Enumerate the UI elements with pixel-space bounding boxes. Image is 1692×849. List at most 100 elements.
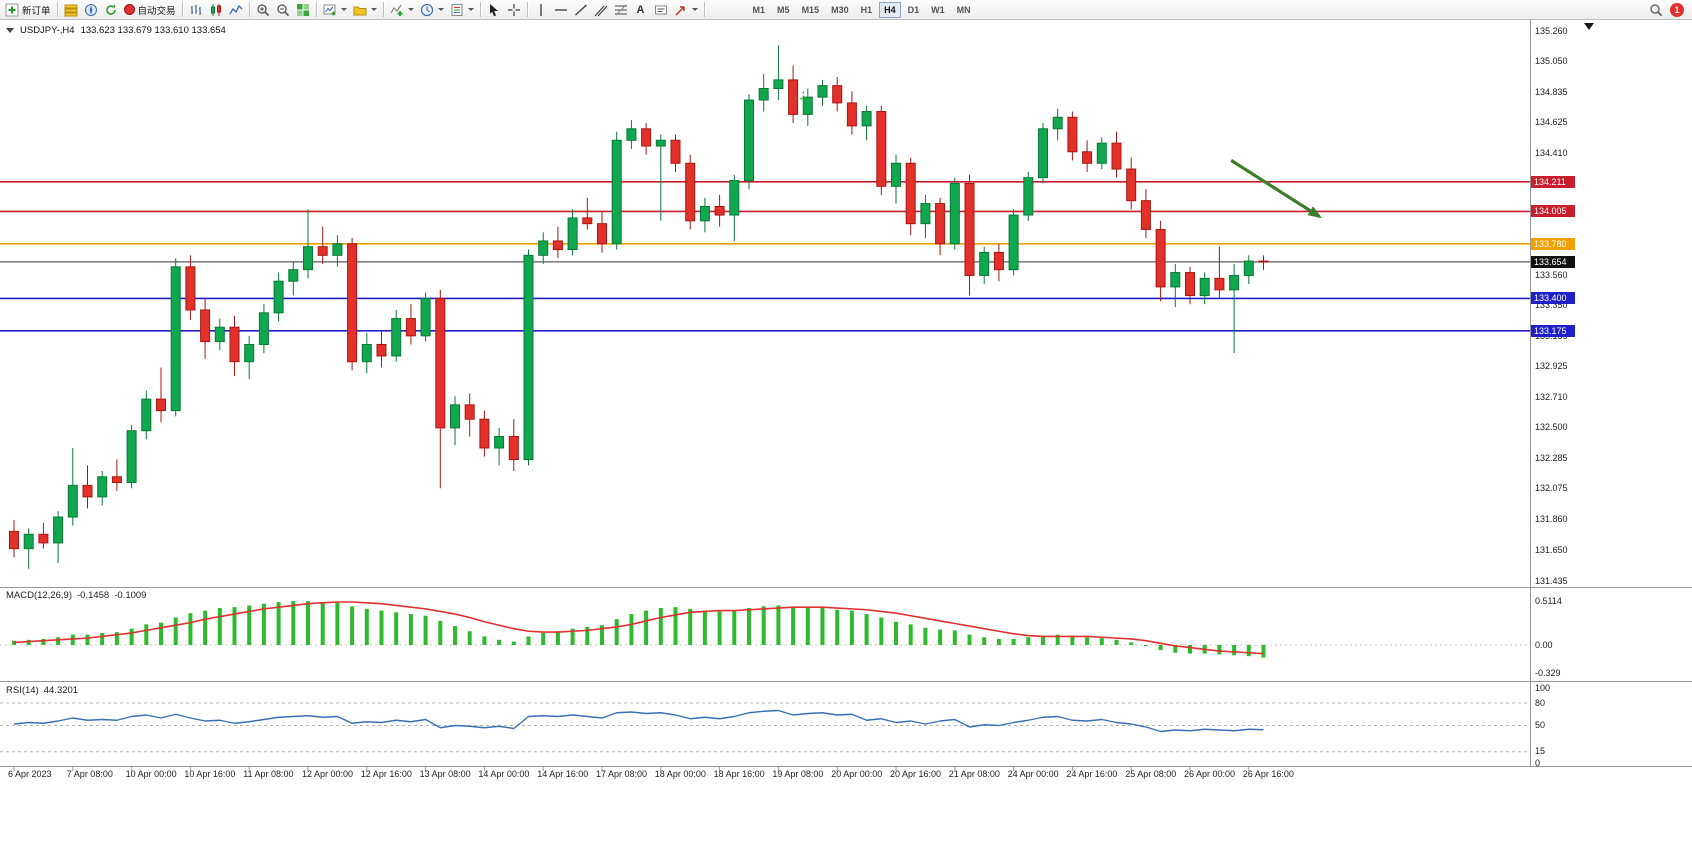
- price-tick-label: 134.835: [1535, 86, 1568, 97]
- price-badge-133.400: 133.400: [1531, 292, 1575, 305]
- chevron-down-icon: [691, 8, 698, 11]
- line-chart-icon: [228, 4, 243, 14]
- timeframe-w1[interactable]: W1: [926, 2, 950, 18]
- zoom-in-button[interactable]: [253, 1, 273, 19]
- rsi-tick-label: 50: [1535, 720, 1546, 730]
- trend-arrow[interactable]: [1230, 159, 1322, 219]
- rsi-tick-label: 15: [1535, 746, 1546, 757]
- toolbar-separator: [56, 2, 58, 17]
- timeframe-m30[interactable]: M30: [826, 2, 854, 18]
- rsi-indicator: [0, 702, 1530, 753]
- time-axis-label: 21 Apr 08:00: [948, 769, 1000, 779]
- profiles-icon: [353, 6, 367, 15]
- notification-badge[interactable]: 1: [1670, 2, 1684, 17]
- tile-windows-button[interactable]: [293, 1, 313, 19]
- autotrading-status-icon: [123, 4, 135, 15]
- arrows-tool[interactable]: [671, 1, 701, 19]
- price-tick-label: 132.285: [1535, 453, 1568, 464]
- periods-button[interactable]: [417, 1, 447, 19]
- text-label-tool[interactable]: [651, 1, 671, 19]
- macd-header: MACD(12,26,9) -0.1458 -0.1009: [6, 590, 146, 601]
- time-axis-label: 26 Apr 16:00: [1242, 769, 1294, 779]
- profiles-button[interactable]: [350, 1, 380, 19]
- new-order-label: 新订单: [22, 5, 51, 17]
- rsi-tick-label: 0: [1535, 757, 1541, 768]
- chart-shift-marker[interactable]: [1584, 23, 1594, 30]
- toolbar-separator: [703, 2, 705, 17]
- templates-icon: [451, 3, 463, 16]
- navigator-icon: [84, 3, 97, 16]
- timeframe-d1[interactable]: D1: [903, 2, 925, 18]
- candlestick-chart-button[interactable]: [206, 1, 226, 19]
- chart-symbol-period: USDJPY-,H4: [20, 25, 75, 36]
- crosshair-icon: [507, 3, 520, 16]
- vertical-line-tool[interactable]: [531, 1, 551, 19]
- rsi-tick-label: 100: [1535, 682, 1551, 693]
- price-badge-133.780: 133.780: [1531, 237, 1575, 250]
- candlestick-chart-icon: [210, 3, 221, 16]
- trendline-tool[interactable]: [571, 1, 591, 19]
- price-tick-label: 133.350: [1535, 300, 1568, 311]
- price-tick-label: 135.050: [1535, 55, 1568, 66]
- line-chart-button[interactable]: [226, 1, 246, 19]
- crosshair-button[interactable]: [504, 1, 524, 19]
- chevron-down-icon: [370, 8, 377, 11]
- text-tool[interactable]: A: [631, 1, 651, 19]
- time-axis-label: 12 Apr 16:00: [360, 769, 412, 779]
- time-axis-label: 17 Apr 08:00: [596, 769, 648, 779]
- tile-windows-icon: [296, 3, 309, 16]
- collapse-chart-icon[interactable]: [6, 28, 14, 33]
- toolbar: 新订单 自动交易: [0, 0, 1692, 20]
- templates-button[interactable]: [447, 1, 477, 19]
- refresh-button[interactable]: [101, 1, 121, 19]
- bar-chart-button[interactable]: [186, 1, 206, 19]
- price-tick-label: 131.860: [1535, 514, 1568, 525]
- time-axis-label: 7 Apr 08:00: [66, 769, 113, 779]
- zoom-out-button[interactable]: [273, 1, 293, 19]
- channel-tool[interactable]: [591, 1, 611, 19]
- toolbar-separator: [479, 2, 481, 17]
- horizontal-line-tool[interactable]: [551, 1, 571, 19]
- toolbar-separator: [315, 2, 317, 17]
- new-order-button[interactable]: 新订单: [2, 1, 54, 19]
- macd-indicator: [0, 601, 1530, 658]
- timeframe-m1[interactable]: M1: [748, 2, 771, 18]
- timeframe-h4[interactable]: H4: [879, 1, 901, 18]
- timeframe-mn[interactable]: MN: [952, 2, 976, 18]
- timeframe-m15[interactable]: M15: [797, 2, 825, 18]
- time-axis-label: 25 Apr 08:00: [1125, 769, 1177, 779]
- navigator-button[interactable]: [81, 1, 101, 19]
- timeframe-m5[interactable]: M5: [772, 2, 795, 18]
- autotrading-button[interactable]: 自动交易: [121, 1, 179, 19]
- time-axis-label: 12 Apr 00:00: [302, 769, 354, 779]
- time-axis-label: 20 Apr 00:00: [831, 769, 883, 779]
- indicators-button[interactable]: [387, 1, 417, 19]
- macd-label: MACD(12,26,9): [6, 590, 72, 601]
- cursor-button[interactable]: [484, 1, 504, 19]
- price-tick-label: 134.625: [1535, 116, 1568, 127]
- search-icon: [1650, 3, 1663, 16]
- price-tick-label: 131.435: [1535, 575, 1568, 586]
- periods-icon: [420, 3, 433, 16]
- time-axis-label: 14 Apr 16:00: [537, 769, 589, 779]
- time-axis-label: 26 Apr 00:00: [1184, 769, 1236, 779]
- horizontal-line-icon: [554, 8, 567, 11]
- rsi-header: RSI(14) 44.3201: [6, 685, 78, 696]
- search-button[interactable]: [1646, 1, 1666, 19]
- toolbar-separator: [382, 2, 384, 17]
- chevron-down-icon: [407, 8, 414, 11]
- text-tool-icon: A: [636, 3, 645, 16]
- timeframe-h1[interactable]: H1: [856, 2, 878, 18]
- time-axis-label: 13 Apr 08:00: [419, 769, 471, 779]
- candles[interactable]: [9, 45, 1269, 569]
- time-axis-label: 20 Apr 16:00: [890, 769, 942, 779]
- chevron-down-icon: [467, 8, 474, 11]
- market-watch-button[interactable]: [61, 1, 81, 19]
- time-axis-label: 18 Apr 00:00: [654, 769, 706, 779]
- price-badge-134.211: 134.211: [1531, 175, 1575, 188]
- fibonacci-tool[interactable]: [611, 1, 631, 19]
- new-chart-button[interactable]: [320, 1, 350, 19]
- price-tick-label: 133.560: [1535, 269, 1568, 280]
